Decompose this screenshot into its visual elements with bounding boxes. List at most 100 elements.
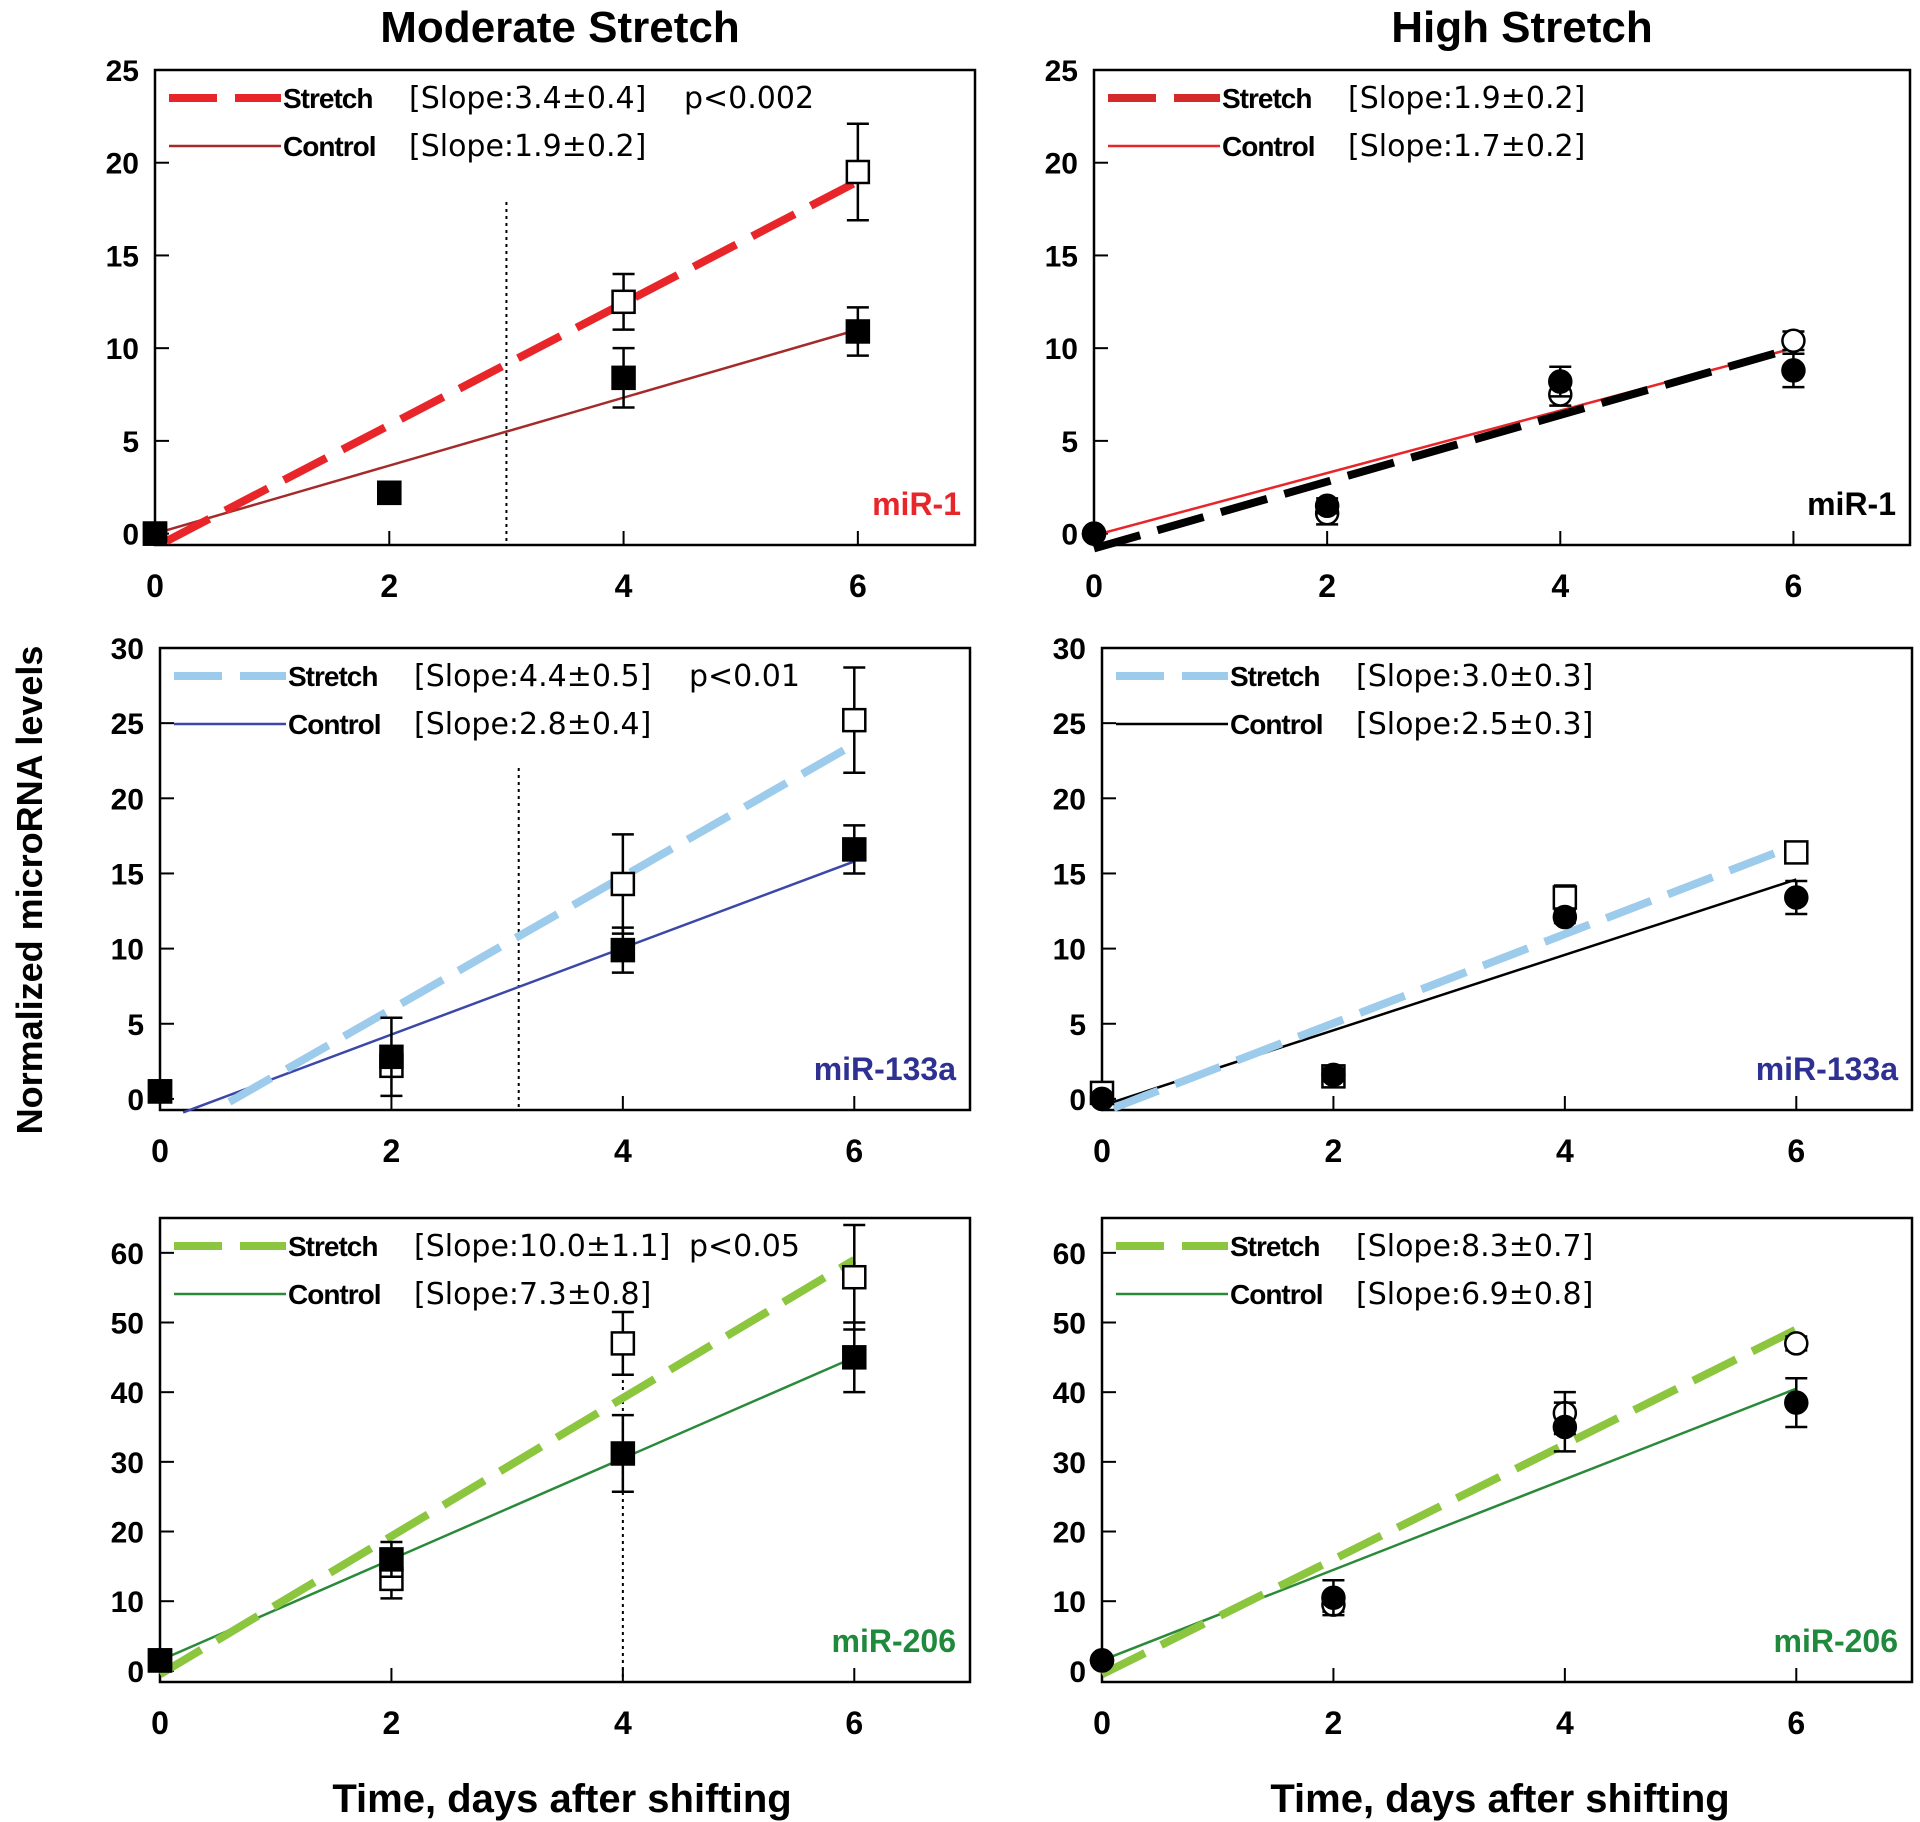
- control-fit-line: [154, 328, 859, 535]
- y-tick-label: 10: [111, 1586, 144, 1619]
- legend-control-label: Control: [288, 1279, 381, 1310]
- stretch-point: [842, 1264, 867, 1290]
- y-tick-label: 30: [111, 1447, 144, 1480]
- y-tick-label: 10: [1053, 1586, 1086, 1619]
- control-fit-line: [159, 1356, 855, 1662]
- control-fit-line: [1101, 1387, 1797, 1662]
- legend-control-slope: [Slope:1.7±0.2]: [1348, 129, 1585, 164]
- control-point: [842, 837, 867, 862]
- x-tick-label: 6: [1785, 568, 1803, 604]
- y-tick-label: 10: [106, 333, 139, 366]
- legend-pvalue: p<0.002: [684, 81, 814, 116]
- control-point: [845, 319, 871, 344]
- x-tick-label: 2: [380, 568, 398, 604]
- x-tick-label: 4: [615, 568, 633, 604]
- control-point: [1314, 493, 1340, 519]
- y-tick-label: 5: [122, 426, 139, 459]
- x-tick-label: 2: [383, 1705, 401, 1741]
- x-tick-label: 2: [1318, 568, 1336, 604]
- plot-frame: [1100, 1216, 1914, 1684]
- stretch-point: [1781, 328, 1806, 353]
- chart-panel-6: 0 10 20 30 40 50 60 0 2 4 6 Stretch Control [Slope:8.…: [1053, 1216, 1914, 1741]
- legend-control-slope: [Slope:2.5±0.3]: [1356, 707, 1593, 742]
- x-tick-label: 0: [151, 1705, 169, 1741]
- y-tick-label: 0: [127, 1656, 144, 1689]
- legend-control-label: Control: [1222, 131, 1315, 162]
- stretch-point: [845, 159, 871, 185]
- x-tick-label: 0: [1093, 1133, 1111, 1169]
- x-tick-label: 0: [146, 568, 164, 604]
- control-fit-line: [182, 860, 855, 1114]
- x-axis-label-right: Time, days after shifting: [1270, 1777, 1729, 1821]
- y-tick-label: 20: [106, 148, 139, 181]
- legend-stretch-slope: [Slope:10.0±1.1]: [414, 1229, 670, 1264]
- control-point: [1089, 1086, 1115, 1112]
- y-tick-label: 10: [1053, 934, 1086, 967]
- y-tick-label: 10: [111, 934, 144, 967]
- mirna-label: miR-1: [1807, 486, 1896, 522]
- legend-pvalue: p<0.05: [689, 1229, 800, 1264]
- y-tick-label: 20: [1045, 148, 1078, 181]
- y-tick-label: 20: [1053, 783, 1086, 816]
- y-tick-label: 40: [1053, 1377, 1086, 1410]
- y-tick-label: 5: [1069, 1009, 1086, 1042]
- x-tick-label: 0: [1085, 568, 1103, 604]
- mirna-label: miR-206: [832, 1623, 957, 1659]
- stretch-point: [610, 871, 636, 897]
- control-point: [1784, 885, 1809, 910]
- mirna-label: miR-206: [1774, 1623, 1899, 1659]
- stretch-fit-line: [1092, 344, 1795, 553]
- control-point: [1321, 1062, 1346, 1088]
- legend-pvalue: p<0.01: [689, 659, 800, 694]
- y-tick-label: 60: [111, 1238, 144, 1271]
- y-tick-label: 50: [1053, 1308, 1086, 1341]
- legend-stretch-label: Stretch: [283, 83, 372, 114]
- y-tick-label: 40: [111, 1377, 144, 1410]
- legend-stretch-slope: [Slope:4.4±0.5]: [414, 659, 651, 694]
- legend-stretch-label: Stretch: [288, 661, 377, 692]
- legend-control-slope: [Slope:1.9±0.2]: [409, 129, 646, 164]
- y-tick-label: 20: [111, 1517, 144, 1550]
- stretch-fit-line: [227, 740, 857, 1106]
- control-point: [1781, 358, 1806, 383]
- stretch-point: [1784, 840, 1809, 865]
- y-tick-label: 0: [1069, 1656, 1086, 1689]
- plot-frame: [158, 646, 972, 1112]
- mirna-label: miR-133a: [1756, 1051, 1899, 1087]
- mirna-label: miR-1: [872, 486, 961, 522]
- x-tick-label: 2: [383, 1133, 401, 1169]
- y-tick-label: 60: [1053, 1238, 1086, 1271]
- plot-frame: [1100, 646, 1914, 1112]
- x-tick-label: 2: [1325, 1705, 1343, 1741]
- x-tick-label: 6: [1787, 1133, 1805, 1169]
- stretch-point: [611, 289, 636, 315]
- y-tick-label: 15: [1045, 240, 1078, 273]
- legend-stretch-slope: [Slope:1.9±0.2]: [1348, 81, 1585, 116]
- x-tick-label: 4: [614, 1133, 632, 1169]
- stretch-fit-line: [157, 1256, 857, 1678]
- stretch-fit-line: [1112, 841, 1798, 1112]
- control-point: [1089, 1648, 1115, 1673]
- y-tick-label: 0: [122, 519, 139, 552]
- legend-stretch-label: Stretch: [1230, 661, 1319, 692]
- x-tick-label: 6: [849, 568, 867, 604]
- plot-frame: [1092, 68, 1912, 547]
- y-tick-label: 15: [111, 858, 144, 891]
- col-title-high: High Stretch: [1391, 3, 1653, 52]
- legend-control-slope: [Slope:7.3±0.8]: [414, 1277, 651, 1312]
- chart-panel-2: 0 5 10 15 20 25 0 2 4 6 Stretch Control [Slope:1.9±0…: [1045, 55, 1912, 604]
- legend-control-slope: [Slope:2.8±0.4]: [414, 707, 651, 742]
- mirna-label: miR-133a: [814, 1051, 957, 1087]
- x-tick-label: 6: [845, 1705, 863, 1741]
- chart-panel-4: 0 5 10 15 20 25 30 0 2 4 6 Stretch Control [Slope:3.0…: [1053, 633, 1914, 1169]
- x-axis-label-left: Time, days after shifting: [332, 1777, 791, 1821]
- legend-stretch-slope: [Slope:3.4±0.4]: [409, 81, 646, 116]
- control-point: [142, 521, 168, 546]
- legend-control-label: Control: [283, 131, 376, 162]
- legend-stretch-slope: [Slope:3.0±0.3]: [1356, 659, 1593, 694]
- y-tick-label: 30: [1053, 633, 1086, 666]
- y-tick-label: 25: [1045, 55, 1078, 88]
- chart-panel-5: 0 10 20 30 40 50 60 0 2 4 6 Stretch Control [Slope:10…: [111, 1216, 972, 1741]
- legend-control-label: Control: [1230, 709, 1323, 740]
